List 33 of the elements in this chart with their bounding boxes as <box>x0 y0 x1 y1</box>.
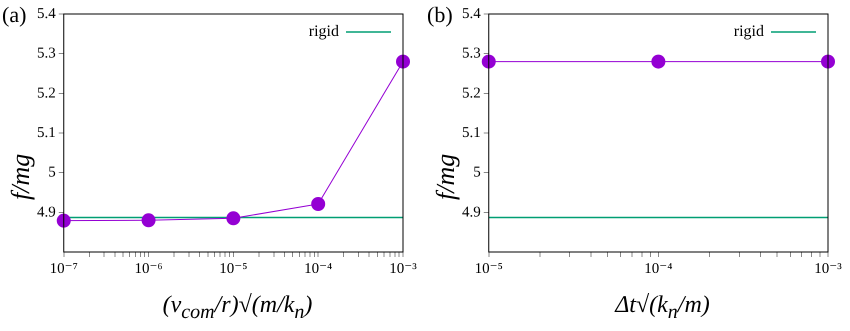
y-tick-label: 5.2 <box>462 85 481 102</box>
y-axis-title: f/mg <box>431 154 461 200</box>
y-tick-label: 5.3 <box>37 46 56 62</box>
y-tick-label: 5.4 <box>462 6 482 22</box>
y-axis-title: f/mg <box>6 154 36 200</box>
legend-label: rigid <box>308 23 339 40</box>
text: (a) <box>2 2 26 28</box>
y-tick-label: 5.2 <box>37 85 56 102</box>
x-tick-label: 10⁻⁵ <box>219 260 248 277</box>
x-tick-label: 10⁻⁵ <box>474 260 503 277</box>
y-tick-label: 5 <box>473 164 481 181</box>
x-tick-label: 10⁻³ <box>389 260 418 277</box>
x-axis-title: (v$_{com}$/r)√(m/k$_{n}$) <box>162 292 314 324</box>
x-tick-label: 10⁻³ <box>814 260 842 277</box>
y-tick-label: 5.1 <box>462 124 481 141</box>
x-tick-label: 10⁻⁴ <box>304 260 332 277</box>
y-tick-label: 5.4 <box>37 6 56 22</box>
point <box>226 211 240 226</box>
y-tick-label: 5 <box>48 164 56 181</box>
point <box>311 197 326 212</box>
point <box>396 54 410 69</box>
legend-label: rigid <box>734 23 764 40</box>
x-axis-title: Δt√(k$_{n}$/m) <box>614 292 711 324</box>
text: (b) <box>427 2 453 28</box>
y-tick-label: 4.9 <box>37 204 56 220</box>
point <box>56 214 71 228</box>
y-tick-label: 5.3 <box>462 46 481 62</box>
point <box>142 213 156 228</box>
x-tick-label: 10⁻⁴ <box>644 260 672 277</box>
x-tick-label: 10⁻⁶ <box>134 260 163 277</box>
x-tick-label: 10⁻⁷ <box>50 260 78 277</box>
y-tick-label: 5.1 <box>37 124 56 141</box>
y-tick-label: 4.9 <box>462 204 481 220</box>
